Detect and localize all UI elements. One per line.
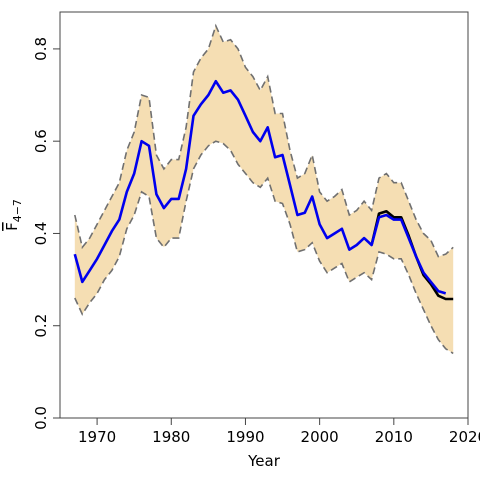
y-tick-label: 0.4 bbox=[32, 222, 50, 246]
x-axis-title: Year bbox=[247, 452, 281, 470]
y-axis: 0.0 0.2 0.4 0.6 0.8 bbox=[32, 37, 61, 430]
x-tick-label: 2010 bbox=[375, 428, 413, 446]
x-tick-label: 2000 bbox=[301, 428, 339, 446]
series-line-blue bbox=[73, 79, 447, 295]
y-tick-label: 0.6 bbox=[32, 129, 50, 153]
confidence-band-lower-edge bbox=[74, 140, 454, 355]
x-tick-label: 1990 bbox=[226, 428, 264, 446]
x-tick-label: 1970 bbox=[78, 428, 116, 446]
x-tick-label: 1980 bbox=[152, 428, 190, 446]
y-tick-label: 0.0 bbox=[32, 406, 50, 430]
svg-text:F4−7: F4−7 bbox=[3, 199, 24, 231]
y-tick-label: 0.8 bbox=[32, 37, 50, 61]
y-axis-title-main: F bbox=[3, 222, 21, 231]
confidence-band-upper-edge bbox=[74, 23, 454, 258]
y-axis-title-subscript: 4−7 bbox=[11, 199, 24, 222]
plot-area bbox=[73, 23, 454, 355]
y-tick-label: 0.2 bbox=[32, 314, 50, 338]
y-axis-title: F4−7 bbox=[3, 199, 24, 231]
confidence-band bbox=[74, 25, 454, 354]
